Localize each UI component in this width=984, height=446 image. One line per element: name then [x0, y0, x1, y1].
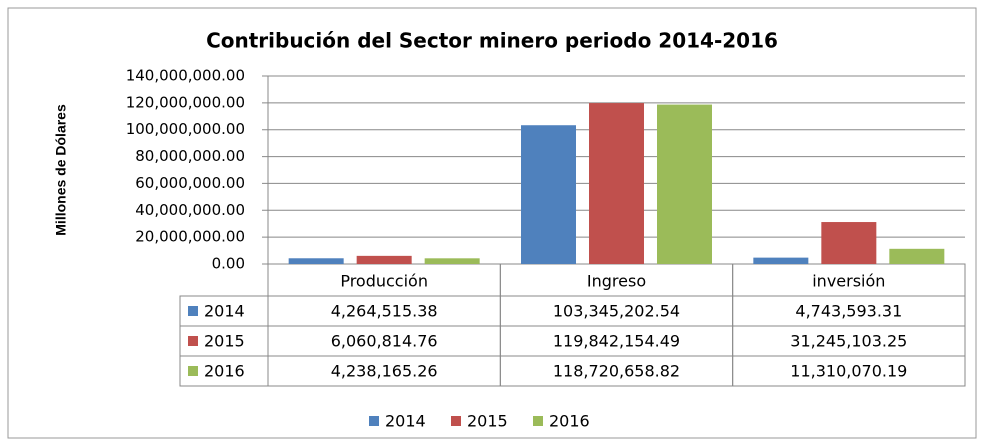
- table-value: 31,245,103.25: [790, 332, 907, 351]
- legend-label: 2016: [549, 412, 590, 431]
- bar: [889, 248, 945, 264]
- y-axis-label: Millones de Dólares: [53, 104, 69, 236]
- table-value: 118,720,658.82: [553, 362, 680, 381]
- y-tick-label: 60,000,000.00: [135, 174, 245, 192]
- bar: [356, 255, 412, 264]
- table-value: 4,238,165.26: [331, 362, 438, 381]
- y-tick-label: 0.00: [212, 255, 245, 273]
- table-value: 6,060,814.76: [331, 332, 438, 351]
- table-value: 11,310,070.19: [790, 362, 907, 381]
- table-series-label: 2015: [204, 332, 245, 351]
- legend-key: [451, 416, 461, 426]
- legend-key: [188, 366, 198, 376]
- bar: [821, 222, 877, 264]
- y-tick-label: 140,000,000.00: [126, 67, 245, 85]
- table-cell: [732, 355, 966, 387]
- y-tick-label: 80,000,000.00: [135, 147, 245, 165]
- legend-label: 2015: [467, 412, 508, 431]
- table-value: 103,345,202.54: [553, 302, 680, 321]
- y-tick-label: 20,000,000.00: [135, 228, 245, 246]
- table-value: 4,743,593.31: [795, 302, 902, 321]
- table-series-label: 2014: [204, 302, 245, 321]
- table-series-label: 2016: [204, 362, 245, 381]
- legend-key: [188, 336, 198, 346]
- chart-border: [7, 7, 977, 439]
- table-value: 119,842,154.49: [553, 332, 680, 351]
- bar: [753, 257, 809, 264]
- bar: [521, 125, 576, 264]
- chart-title: Contribución del Sector minero periodo 2…: [206, 29, 778, 53]
- bar: [424, 258, 480, 264]
- bar: [288, 258, 344, 264]
- category-label: inversión: [812, 272, 885, 291]
- y-tick-label: 120,000,000.00: [126, 93, 245, 111]
- category-label: Producción: [340, 272, 428, 291]
- category-label: Ingreso: [587, 272, 646, 291]
- legend-label: 2014: [385, 412, 426, 431]
- y-tick-label: 100,000,000.00: [126, 120, 245, 138]
- legend-key: [533, 416, 543, 426]
- bar: [657, 104, 712, 265]
- bar: [589, 103, 644, 264]
- legend-key: [188, 306, 198, 316]
- y-tick-label: 40,000,000.00: [135, 201, 245, 219]
- legend-key: [369, 416, 379, 426]
- table-value: 4,264,515.38: [331, 302, 438, 321]
